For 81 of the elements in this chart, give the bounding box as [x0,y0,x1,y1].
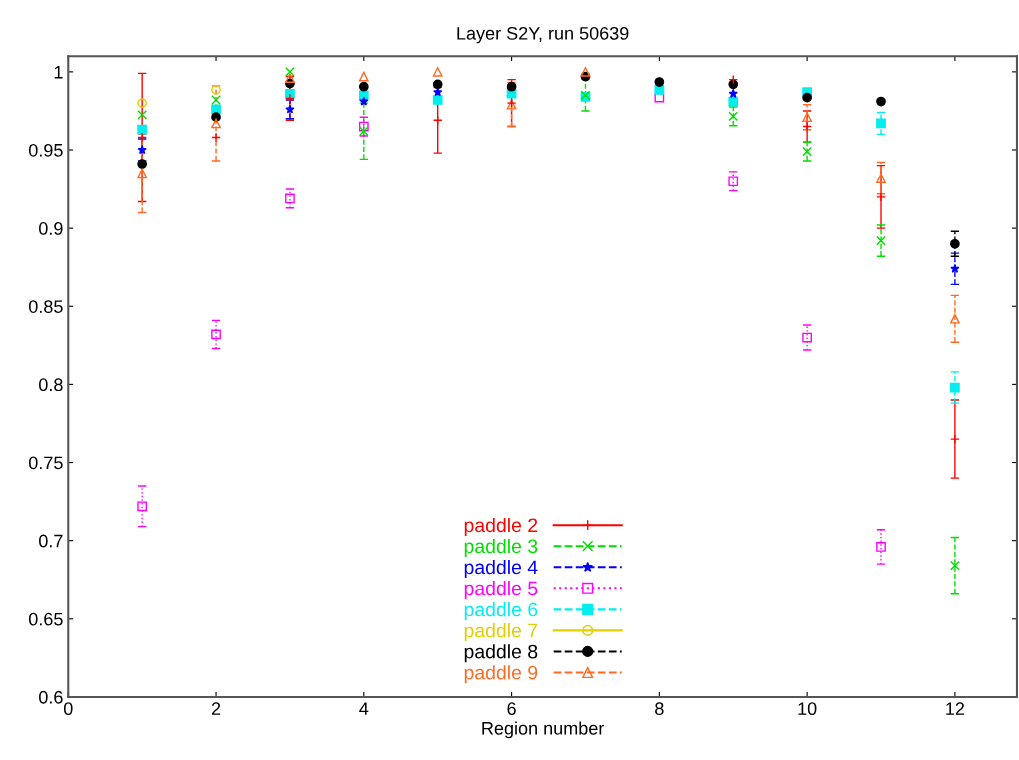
point [285,93,295,104]
point [137,98,148,108]
y-tick-label: 0.7 [39,534,63,548]
legend-label: paddle 9 [464,665,538,684]
y-tick-label: 0.75 [28,456,63,470]
point [950,434,960,444]
point [285,73,295,83]
point [728,96,739,107]
point [358,71,369,82]
chart-title: Layer S2Y, run 50639 [457,26,629,44]
point [211,95,221,105]
point [432,95,443,105]
point [950,263,960,273]
point [137,132,148,143]
legend-label: paddle 2 [464,517,538,537]
point [876,118,886,129]
legend-label: paddle 8 [464,644,538,663]
point [950,382,960,393]
point [950,313,960,324]
point [359,96,369,106]
y-tick-label: 0.8 [39,378,63,392]
point [728,111,739,122]
point [876,192,886,202]
point [137,145,147,155]
point [950,238,960,249]
point [802,146,812,157]
point [950,560,960,571]
x-tick-label: 2 [211,702,221,715]
y-tick-label: 0.9 [39,222,63,235]
point [802,92,812,103]
legend-label: paddle 3 [464,538,538,558]
y-tick-label: 0.65 [28,612,63,626]
point [358,90,369,101]
point [876,173,886,183]
y-tick-label: 0.6 [39,690,63,704]
x-axis-title: Region number [482,721,605,739]
legend-label: paddle 6 [464,602,538,621]
point [728,88,738,98]
x-tick-label: 10 [798,702,817,716]
point [211,118,221,129]
point [728,79,739,90]
point [728,176,739,187]
point [285,67,295,77]
point [654,84,665,95]
point [802,332,812,343]
point [802,121,812,132]
point [580,67,591,77]
point [506,81,517,92]
point [876,96,886,107]
point [432,67,443,77]
y-tick-label: 0.95 [28,143,63,157]
x-tick-label: 12 [946,702,965,715]
point [285,104,295,114]
point [211,84,221,95]
point [137,501,148,512]
point [876,542,886,552]
point [358,121,369,132]
point [654,77,665,87]
point [433,87,443,97]
point [137,168,148,179]
x-tick-label: 4 [359,702,369,715]
point [211,132,221,143]
x-tick-label: 8 [655,702,664,716]
legend-label: paddle 5 [464,581,538,600]
y-tick-label: 0.85 [28,300,63,313]
point [876,235,886,246]
x-tick-label: 0 [63,702,73,716]
point [358,126,369,137]
point [137,124,148,135]
point [432,79,443,90]
point [137,159,148,169]
point [802,112,812,123]
point [285,193,295,204]
y-tick-label: 1 [54,65,63,79]
point [654,92,665,103]
point [211,329,221,340]
point [358,81,369,92]
point [137,109,148,120]
x-tick-label: 6 [507,702,516,716]
legend-label: paddle 4 [464,559,538,579]
legend-label: paddle 7 [464,623,538,642]
